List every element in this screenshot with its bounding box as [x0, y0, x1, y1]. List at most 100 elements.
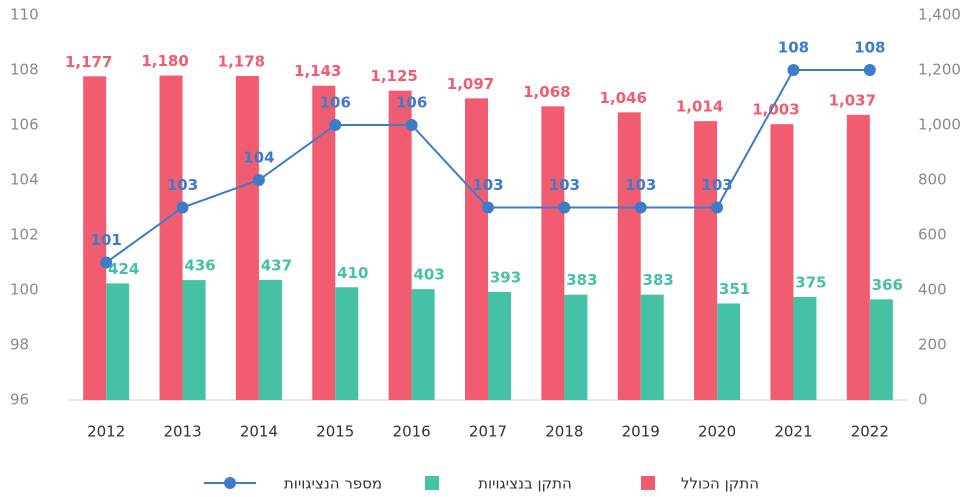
bar [335, 287, 359, 400]
line-value-label: 106 [320, 94, 351, 112]
line-point [329, 119, 342, 131]
bar-value-label: 351 [719, 280, 750, 298]
line-value-label: 103 [167, 176, 198, 194]
line-point [711, 201, 724, 214]
bar-value-label: 1,003 [752, 101, 799, 119]
bar [182, 280, 206, 400]
line-value-label: 106 [396, 94, 427, 112]
x-tick-label: 2020 [698, 423, 736, 441]
legend-label: התקן בנציגויות [478, 475, 572, 493]
line-value-label: 103 [701, 176, 732, 194]
bar [235, 76, 259, 401]
bar-value-label: 424 [108, 260, 139, 278]
bar [694, 121, 718, 401]
y2-tick-label: 400 [918, 281, 947, 299]
bar-value-label: 1,046 [600, 89, 647, 107]
x-tick-label: 2019 [622, 423, 660, 441]
bar-value-label: 1,037 [829, 91, 876, 109]
y-tick-label: 96 [10, 391, 29, 409]
legend-symbol [425, 476, 439, 490]
bar [106, 283, 130, 400]
y2-tick-label: 1,400 [918, 6, 961, 24]
y2-tick-label: 600 [918, 226, 947, 244]
bar-value-label: 383 [566, 271, 597, 289]
line-value-label: 104 [243, 149, 274, 167]
bar-value-label: 403 [413, 266, 444, 284]
bar-value-label: 1,143 [294, 62, 341, 80]
line-point [482, 201, 494, 214]
bar [312, 85, 336, 401]
bar [159, 75, 183, 400]
line-point [405, 119, 418, 131]
line-point [863, 64, 876, 76]
bar-value-label: 1,180 [141, 52, 188, 70]
bar-value-label: 437 [261, 256, 292, 274]
legend-label: מספר הנציגויות [284, 475, 382, 493]
y-tick-label: 104 [10, 171, 39, 189]
line-point [634, 201, 647, 214]
x-tick-label: 2014 [240, 423, 278, 441]
bar [846, 114, 870, 400]
y-tick-label: 108 [10, 61, 39, 79]
line-point [252, 174, 265, 186]
bar-value-label: 366 [872, 276, 903, 294]
bar [640, 294, 664, 400]
line-point [100, 256, 113, 269]
line-value-label: 103 [625, 176, 656, 194]
bar-value-label: 375 [795, 273, 826, 291]
bar [793, 296, 817, 400]
bar-value-label: 1,097 [447, 75, 494, 93]
y2-tick-label: 200 [918, 336, 947, 354]
y-tick-label: 102 [10, 226, 39, 244]
bar-value-label: 436 [184, 257, 215, 275]
bar [717, 303, 741, 400]
line-value-label: 108 [778, 39, 809, 57]
bar-value-label: 383 [643, 271, 674, 289]
y-tick-label: 110 [10, 6, 39, 24]
bar [83, 76, 107, 400]
line-value-label: 103 [472, 176, 503, 194]
x-tick-label: 2012 [87, 423, 125, 441]
bar [541, 106, 565, 401]
y-tick-label: 106 [10, 116, 39, 134]
bar-value-label: 1,068 [523, 83, 570, 101]
y2-tick-label: 1,000 [918, 116, 961, 134]
y2-tick-label: 1,200 [918, 61, 961, 79]
bar [488, 291, 511, 400]
x-tick-label: 2021 [774, 423, 812, 441]
y-tick-label: 98 [10, 336, 29, 354]
x-tick-label: 2017 [469, 423, 507, 441]
bar [258, 279, 282, 400]
line-point [787, 64, 800, 76]
bar [770, 124, 794, 401]
line-point [176, 201, 189, 214]
bar [388, 90, 412, 400]
x-tick-label: 2022 [851, 423, 889, 441]
bar [411, 289, 435, 400]
legend-symbol [224, 477, 236, 489]
y2-tick-label: 0 [918, 391, 928, 409]
y-tick-label: 100 [10, 281, 39, 299]
line-value-label: 108 [854, 39, 885, 57]
line-value-label: 101 [91, 231, 122, 249]
x-tick-label: 2013 [163, 423, 201, 441]
legend-symbol [641, 476, 655, 490]
x-tick-label: 2018 [545, 423, 583, 441]
bar-value-label: 393 [490, 268, 521, 286]
x-tick-label: 2016 [393, 423, 431, 441]
line-value-label: 103 [549, 176, 580, 194]
bar-value-label: 1,014 [676, 98, 723, 116]
bar [564, 294, 588, 400]
bar-value-label: 410 [337, 264, 368, 282]
bar [617, 112, 641, 400]
bar-value-label: 1,177 [65, 53, 112, 71]
line-point [558, 201, 571, 214]
bar [869, 299, 893, 400]
bar [465, 98, 488, 400]
bar-value-label: 1,178 [218, 53, 265, 71]
bar-value-label: 1,125 [370, 67, 417, 85]
y2-tick-label: 800 [918, 171, 947, 189]
x-tick-label: 2015 [316, 423, 354, 441]
